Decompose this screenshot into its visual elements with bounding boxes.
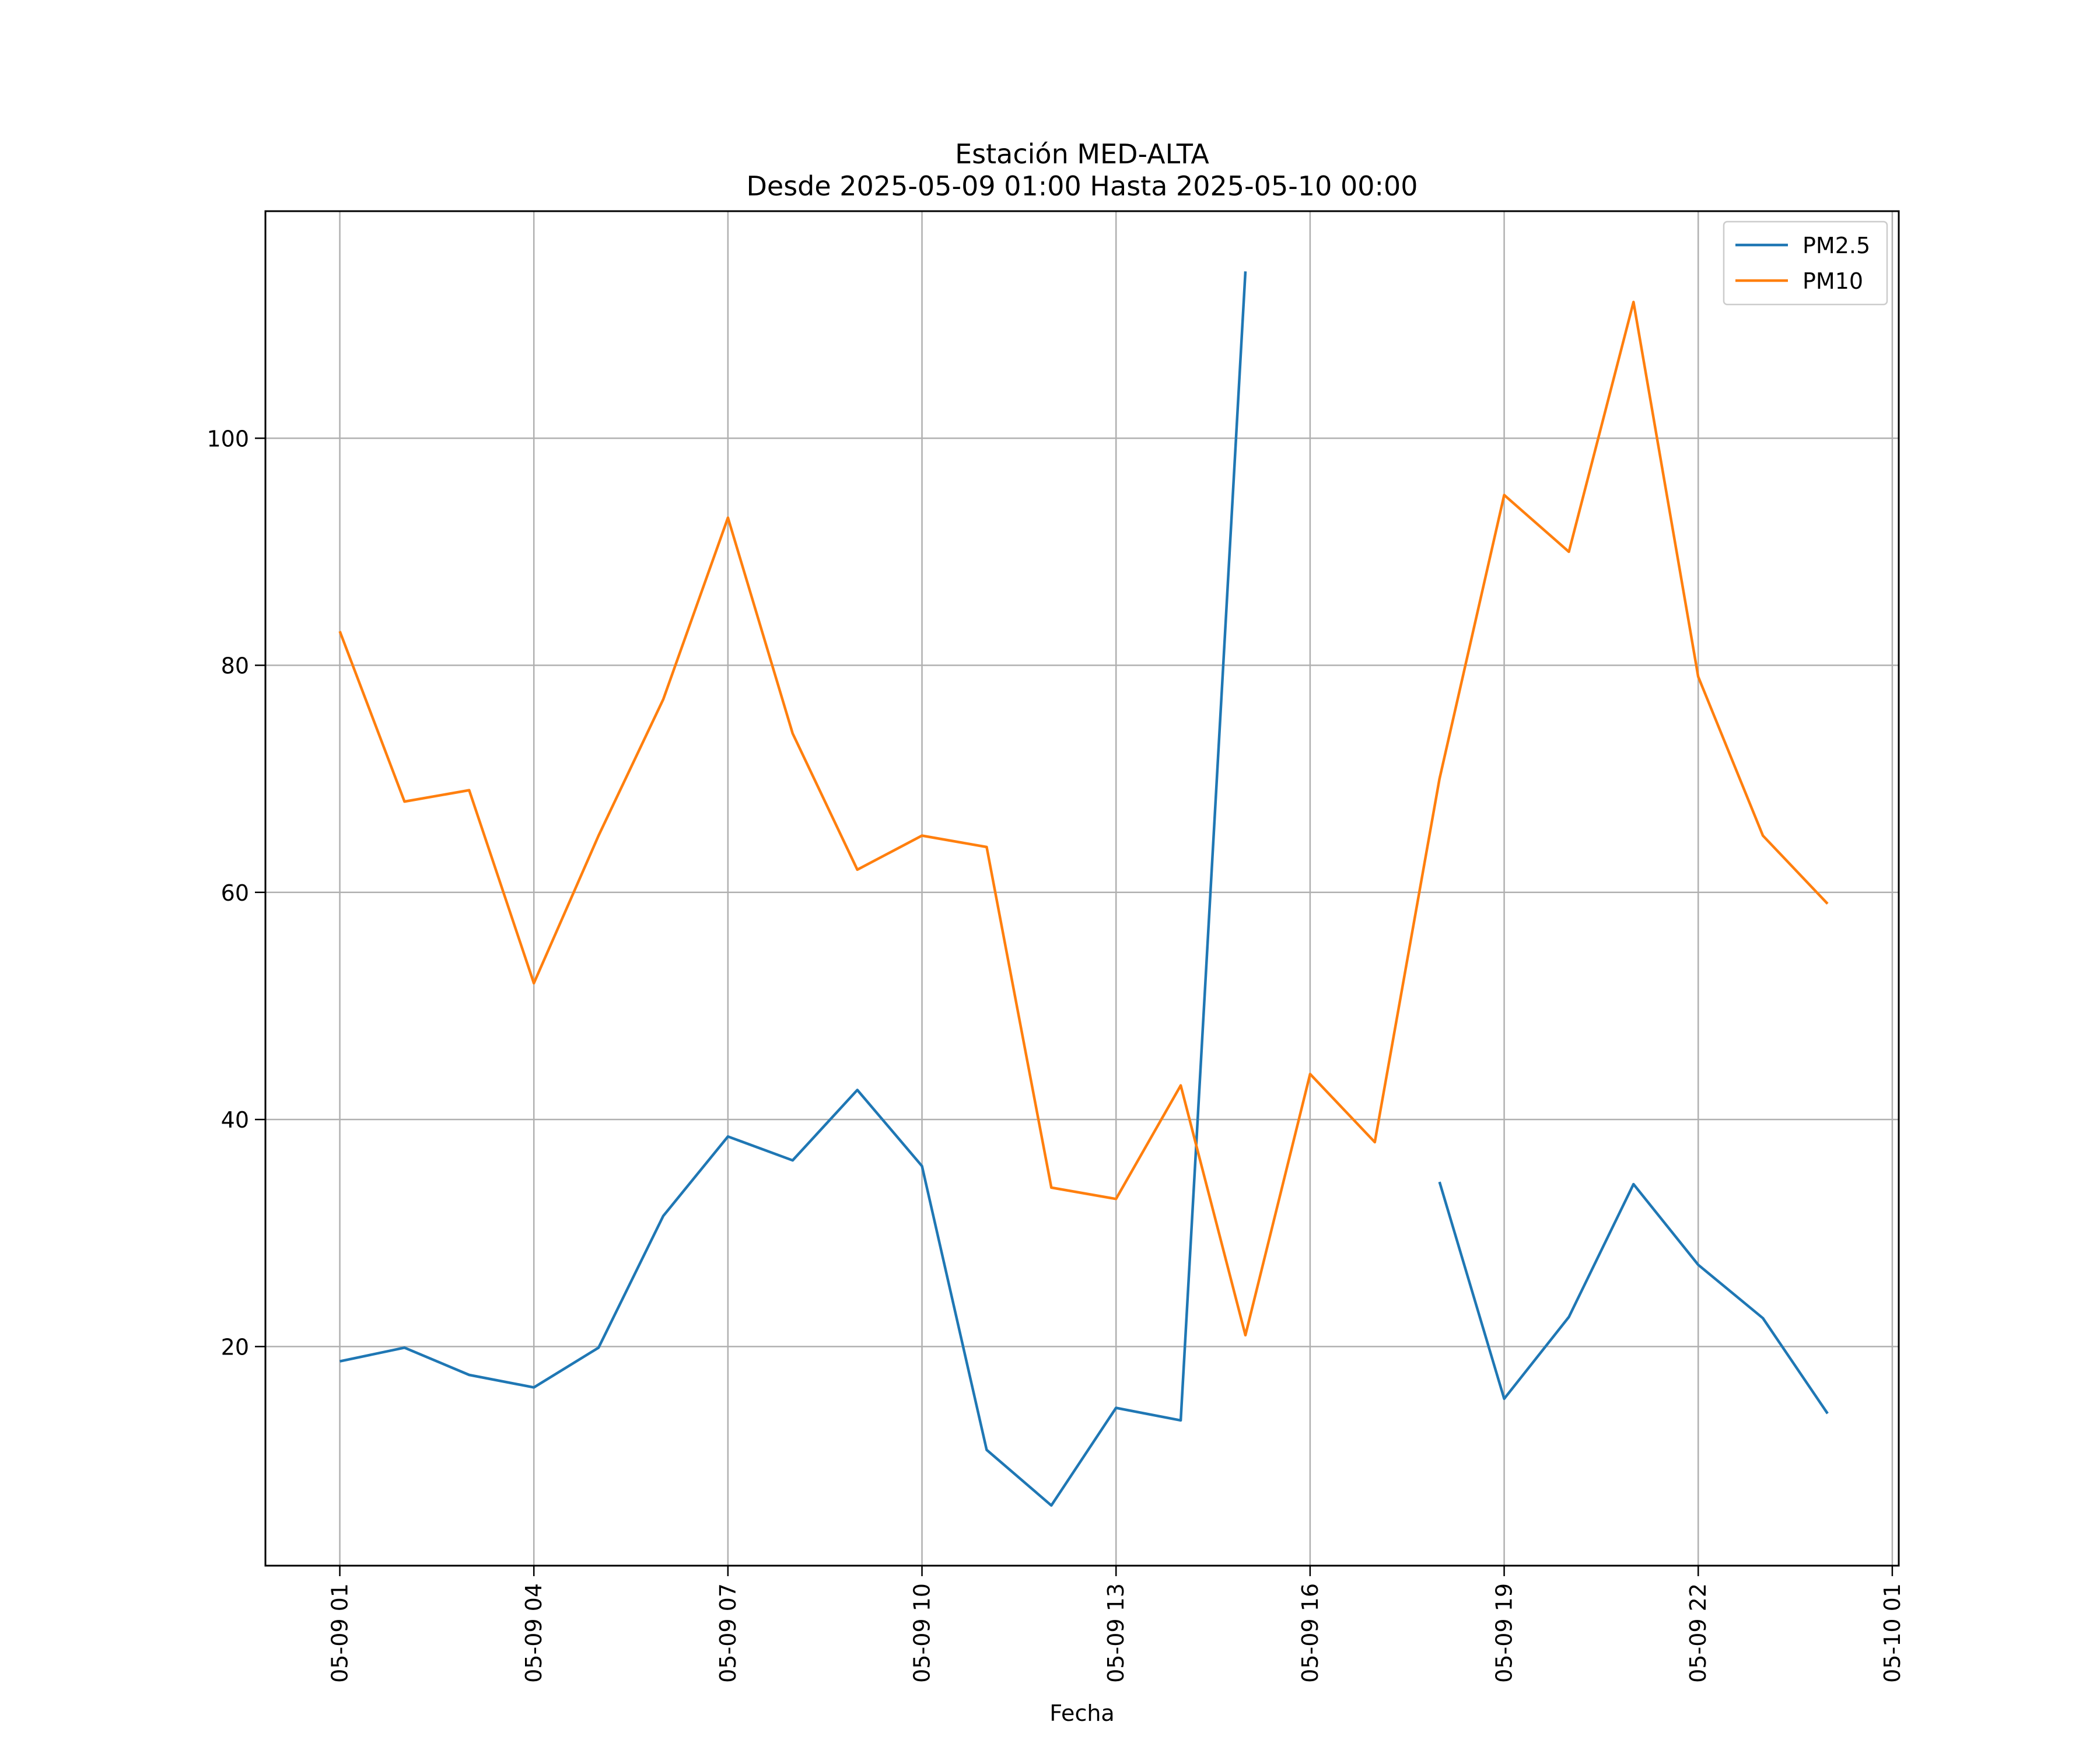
- plot-frame: [264, 210, 1900, 1567]
- axis-ticks: 05-09 01 05-09 04 05-09 07 05-09 10 05-09 13…: [206, 426, 1905, 1683]
- series-pm25: [340, 271, 1829, 1507]
- chart-subtitle: Desde 2025-05-09 01:00 Hasta 2025-05-10 …: [746, 170, 1418, 202]
- legend: PM2.5 PM10: [1723, 220, 1888, 306]
- x-tick-label: 05-10 01: [1880, 1583, 1905, 1683]
- legend-label-pm25: PM2.5: [1803, 233, 1870, 258]
- x-tick-label: 05-09 22: [1685, 1583, 1711, 1683]
- series-line: [340, 271, 1247, 1507]
- y-tick-label: 80: [221, 653, 249, 679]
- series-line: [1438, 1181, 1829, 1415]
- legend-label-pm10: PM10: [1803, 268, 1863, 294]
- y-tick-label: 60: [221, 880, 249, 906]
- y-tick-label: 20: [221, 1334, 249, 1360]
- series-pm10: [338, 300, 1829, 1337]
- y-tick-label: 100: [206, 426, 249, 452]
- x-tick-label: 05-09 16: [1297, 1583, 1323, 1683]
- x-tick-label: 05-09 13: [1103, 1583, 1129, 1683]
- x-tick-label: 05-09 07: [715, 1583, 741, 1683]
- x-tick-label: 05-09 04: [521, 1583, 547, 1683]
- x-tick-label: 05-09 01: [327, 1583, 353, 1683]
- series-line: [338, 300, 1829, 1337]
- grid: [265, 211, 1899, 1566]
- legend-box: [1723, 220, 1888, 306]
- x-tick-label: 05-09 10: [909, 1583, 935, 1683]
- series-lines: [338, 271, 1829, 1507]
- x-tick-label: 05-09 19: [1492, 1583, 1517, 1683]
- y-tick-label: 40: [221, 1107, 249, 1133]
- chart-title: Estación MED-ALTA: [955, 138, 1209, 170]
- x-axis-label: Fecha: [1049, 1700, 1114, 1726]
